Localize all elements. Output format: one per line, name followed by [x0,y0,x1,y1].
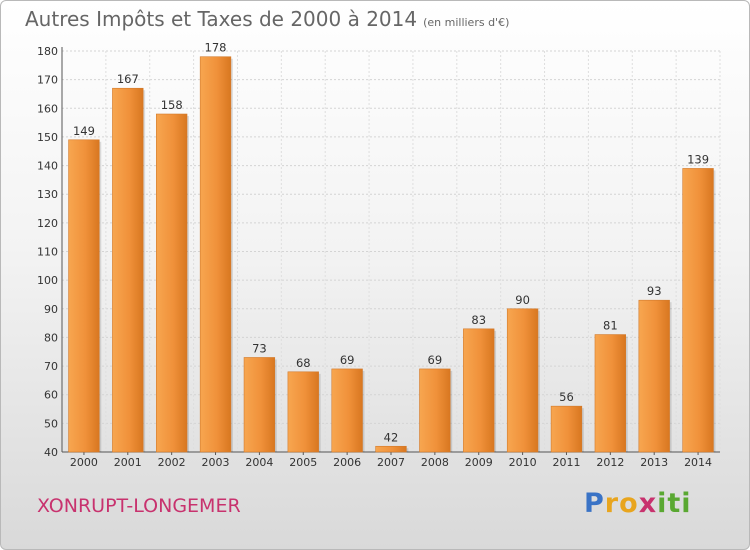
y-tick-label: 70 [44,360,58,373]
data-label: 69 [340,353,355,367]
x-tick-label: 2001 [114,456,142,469]
bar-layer [68,56,716,453]
x-tick-label: 2000 [70,456,98,469]
data-label: 139 [687,152,709,166]
logo-letter: r [604,488,620,519]
bar-2002 [156,113,188,453]
data-label: 42 [384,430,399,444]
y-tick-label: 170 [37,74,58,87]
x-tick-label: 2005 [289,456,317,469]
y-tick-label: 160 [37,102,58,115]
bar-2007 [375,445,407,453]
logo-letter: o [619,488,639,519]
logo-letter: t [667,488,682,519]
bar-2013 [638,299,670,453]
logo-letter: x [638,488,658,519]
bar-2005 [287,371,319,453]
y-tick-label: 50 [44,417,58,430]
y-tick-label: 140 [37,160,58,173]
bar-2001 [112,87,144,453]
bar-2011 [550,405,583,453]
logo-letter: P [584,488,605,519]
x-tick-label: 2012 [596,456,624,469]
logo-letter: i [681,488,692,519]
bar-2003 [199,56,232,453]
x-tick-label: 2011 [552,456,580,469]
x-tick-label: 2008 [421,456,449,469]
x-tick-label: 2002 [158,456,186,469]
location-name: XONRUPT-LONGEMER [37,495,241,517]
y-tick-label: 90 [44,303,58,316]
bar-2008 [419,368,451,453]
data-label: 83 [471,313,486,327]
bar-2012 [594,334,626,453]
x-tick-label: 2007 [377,456,405,469]
x-tick-label: 2010 [509,456,537,469]
data-label: 56 [559,390,574,404]
y-tick-label: 40 [44,446,58,459]
x-tick-label: 2013 [640,456,668,469]
bar-2009 [463,328,495,453]
y-tick-label: 150 [37,131,58,144]
x-tick-label: 2006 [333,456,361,469]
y-tick-label: 60 [44,389,58,402]
y-tick-label: 120 [37,217,58,230]
bar-2006 [331,368,363,453]
y-tick-label: 110 [37,246,58,259]
x-tick-label: 2003 [202,456,230,469]
data-label: 68 [296,356,311,370]
logo-letter: i [657,488,668,519]
data-label: 93 [647,284,662,298]
chart-title: Autres Impôts et Taxes de 2000 à 2014 (en… [25,7,509,31]
data-label: 178 [205,41,227,55]
bar-2004 [243,357,276,453]
data-label: 167 [117,72,139,86]
x-tick-label: 2009 [465,456,493,469]
proxiti-logo[interactable]: Proxiti [584,488,692,519]
data-label: 69 [428,353,443,367]
data-label: 149 [73,124,95,138]
axis-layer: 40 50 60 70 80 90 100 110 120 130 140 150 160 170 180 2… [37,45,720,469]
chart-title-text: Autres Impôts et Taxes de 2000 à 2014 [25,7,418,31]
data-label: 81 [603,319,618,333]
data-label: 90 [515,293,530,307]
bar-2010 [506,308,539,453]
data-label: 73 [252,341,267,355]
label-layer: 149 167 158 178 73 68 69 42 69 83 90 56 81 93 139 [73,41,709,445]
bar-2014 [682,168,714,453]
x-tick-label: 2004 [245,456,273,469]
y-tick-label: 180 [37,45,58,58]
bar-2000 [68,139,100,453]
chart-subtitle: (en milliers d'€) [423,16,510,29]
x-tick-label: 2014 [684,456,712,469]
y-tick-label: 130 [37,188,58,201]
y-tick-label: 80 [44,331,58,344]
data-label: 158 [161,98,183,112]
y-tick-label: 100 [37,274,58,287]
